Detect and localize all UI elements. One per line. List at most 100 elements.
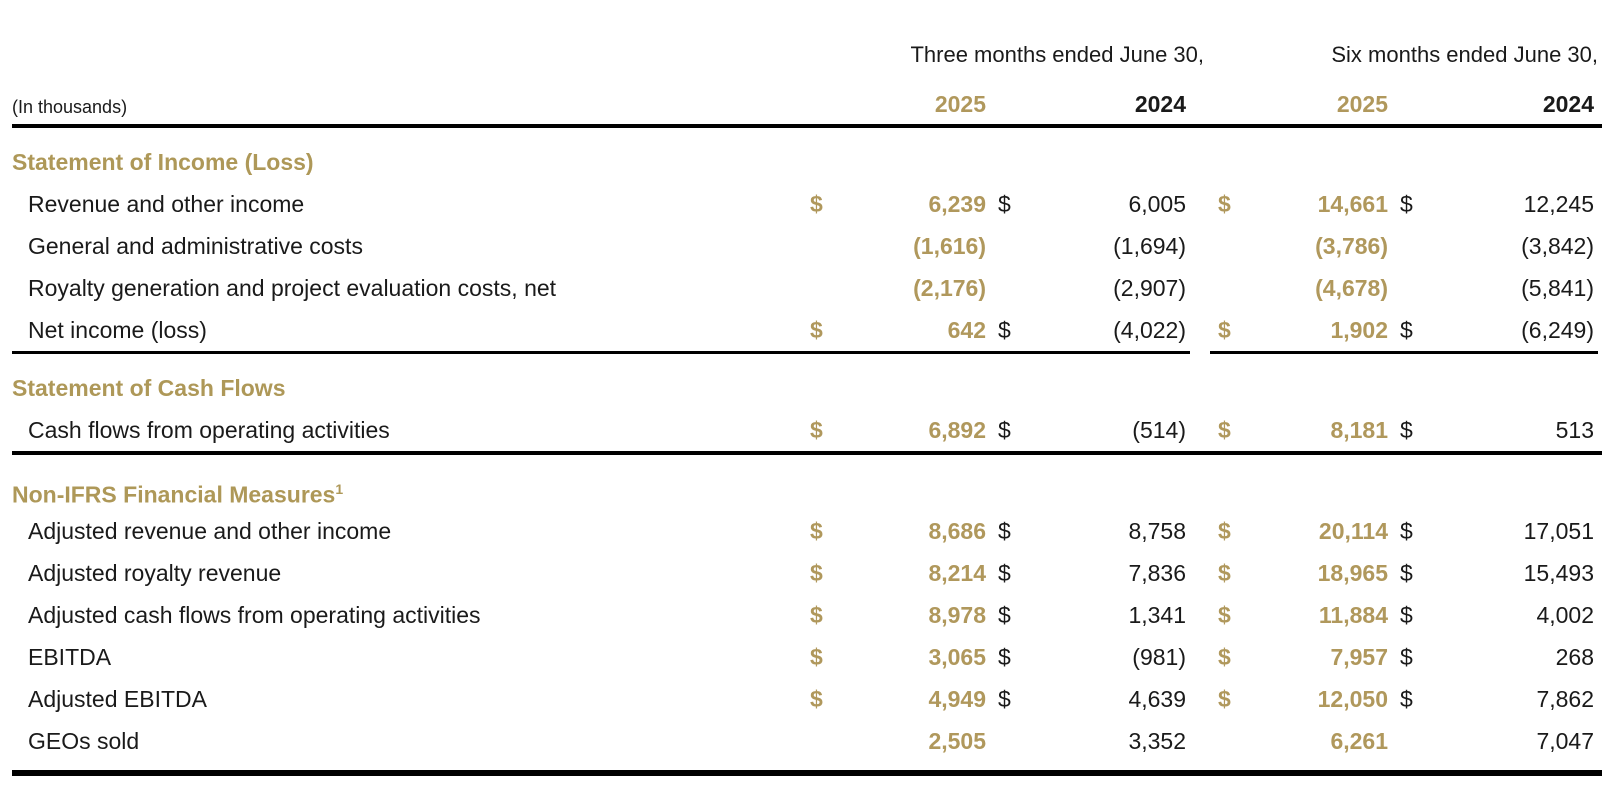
- dollar-sign: $: [1400, 686, 1413, 712]
- section-title-text: Statement of Income (Loss): [12, 149, 314, 175]
- dollar-sign: [1210, 267, 1246, 309]
- dollar-sign: $: [1400, 644, 1413, 670]
- dollar-sign: [802, 267, 840, 309]
- period-group-header-row: Three months ended June 30, Six months e…: [12, 26, 1598, 68]
- cell-value: 4,949: [928, 686, 986, 712]
- section-title: Statement of Income (Loss): [12, 141, 1598, 183]
- cell-value: 14,661: [1317, 191, 1388, 217]
- cell-value: 7,862: [1536, 686, 1594, 712]
- group-spacer: [1190, 183, 1210, 225]
- cell-value: (2,176): [913, 275, 986, 301]
- cell-value: (5,841): [1521, 275, 1594, 301]
- cell-value: (1,694): [1113, 233, 1186, 259]
- cell-value: 8,686: [928, 518, 986, 544]
- dollar-sign: $: [810, 560, 823, 586]
- group-spacer: [1190, 594, 1210, 636]
- dollar-sign: $: [998, 317, 1011, 343]
- cell-value: 7,047: [1536, 728, 1594, 754]
- cell-value: 8,758: [1128, 518, 1186, 544]
- group-spacer: [1190, 552, 1210, 594]
- dollar-sign: [1392, 267, 1432, 309]
- dollar-sign: $: [1218, 417, 1231, 443]
- cell-value: (514): [1132, 417, 1186, 443]
- section-title-footnote-marker: 1: [335, 481, 344, 497]
- section-rule: [12, 451, 1602, 455]
- cell-value: 6,892: [928, 417, 986, 443]
- dollar-sign: $: [810, 317, 823, 343]
- dollar-sign: $: [810, 686, 823, 712]
- dollar-sign: $: [1400, 560, 1413, 586]
- dollar-sign: $: [1400, 191, 1413, 217]
- cell-value: 12,245: [1523, 191, 1594, 217]
- group-header-three-months: Three months ended June 30,: [910, 42, 1204, 67]
- row-label: Adjusted cash flows from operating activ…: [28, 602, 481, 628]
- dollar-sign: [1392, 225, 1432, 267]
- row-label: General and administrative costs: [28, 233, 363, 259]
- row-label: Royalty generation and project evaluatio…: [28, 275, 557, 301]
- cell-value: 7,836: [1128, 560, 1186, 586]
- row-label: GEOs sold: [28, 728, 140, 754]
- table-bottom-rule: [12, 770, 1602, 776]
- column-header-2025-q: 2025: [934, 91, 986, 117]
- table-row: Cash flows from operating activities $6,8…: [12, 409, 1598, 451]
- cell-value: (4,678): [1315, 275, 1388, 301]
- cell-value: 8,978: [928, 602, 986, 628]
- table-row: Adjusted EBITDA $4,949 $4,639 $12,050 $7,862: [12, 678, 1598, 720]
- group-spacer: [1190, 720, 1210, 762]
- table-row: Adjusted revenue and other income $8,686 $…: [12, 510, 1598, 552]
- cell-value: 4,002: [1536, 602, 1594, 628]
- group-spacer: [1190, 409, 1210, 451]
- section-title: Non-IFRS Financial Measures1: [12, 468, 1598, 516]
- dollar-sign: $: [1400, 417, 1413, 443]
- cell-value: 7,957: [1330, 644, 1388, 670]
- dollar-sign: $: [1400, 317, 1413, 343]
- group-spacer: [1190, 636, 1210, 678]
- dollar-sign: $: [810, 644, 823, 670]
- row-label: Cash flows from operating activities: [28, 417, 390, 443]
- column-header-row: (In thousands) 2025 2024 2025 2024: [12, 68, 1598, 124]
- dollar-sign: $: [998, 686, 1011, 712]
- cell-value: 3,352: [1128, 728, 1186, 754]
- dollar-sign: $: [810, 518, 823, 544]
- section-title-text: Non-IFRS Financial Measures: [12, 481, 336, 508]
- cell-value: 6,005: [1128, 191, 1186, 217]
- dollar-sign: [802, 720, 840, 762]
- group-spacer: [1190, 678, 1210, 720]
- cell-value: 642: [947, 317, 986, 343]
- cell-value: (3,786): [1315, 233, 1388, 259]
- section-title: Statement of Cash Flows: [12, 367, 1598, 409]
- dollar-sign: [1210, 720, 1246, 762]
- dollar-sign: $: [1218, 191, 1231, 217]
- row-label: Revenue and other income: [28, 191, 305, 217]
- cell-value: 15,493: [1523, 560, 1594, 586]
- cell-value: 20,114: [1318, 518, 1388, 544]
- cell-value: 8,214: [928, 560, 986, 586]
- row-label: Adjusted royalty revenue: [28, 560, 282, 586]
- dollar-sign: $: [1400, 602, 1413, 628]
- group-spacer: [1190, 510, 1210, 552]
- cell-value: 4,639: [1128, 686, 1186, 712]
- column-header-2025-ytd: 2025: [1336, 91, 1388, 117]
- table-row: Adjusted cash flows from operating activ…: [12, 594, 1598, 636]
- dollar-sign: $: [1218, 518, 1231, 544]
- table-row: Revenue and other income $6,239 $6,005 $14,…: [12, 183, 1598, 225]
- dollar-sign: [990, 720, 1028, 762]
- cell-value: 1,902: [1330, 317, 1388, 343]
- dollar-sign: $: [1218, 686, 1231, 712]
- dollar-sign: [1210, 225, 1246, 267]
- table-row: Net income (loss) $642 $ (4,022) $1,902 $ (6,2…: [12, 309, 1598, 351]
- table-row: EBITDA $3,065 $ (981) $7,957 $268: [12, 636, 1598, 678]
- cell-value: (981): [1132, 644, 1186, 670]
- rule-segment: [1210, 351, 1598, 354]
- table-body: Statement of Income (Loss) Revenue and ot…: [12, 141, 1624, 776]
- cell-value: 3,065: [928, 644, 986, 670]
- cell-value: 2,505: [928, 728, 986, 754]
- cell-value: (6,249): [1521, 317, 1594, 343]
- subtotal-rule-segmented: [12, 351, 1598, 354]
- group-header-six-months: Six months ended June 30,: [1331, 42, 1598, 67]
- dollar-sign: $: [1218, 317, 1231, 343]
- cell-value: 8,181: [1330, 417, 1388, 443]
- group-spacer: [1190, 309, 1210, 351]
- cell-value: (4,022): [1113, 317, 1186, 343]
